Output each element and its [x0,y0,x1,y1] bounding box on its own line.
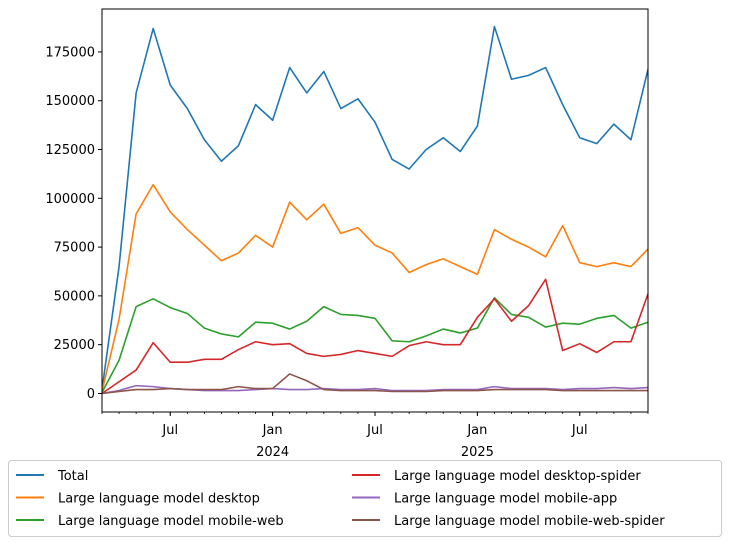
y-tick-label: 75000 [54,241,95,256]
series-line-5 [102,373,648,395]
y-tick-label: 50000 [54,289,95,304]
x-tick-label: Jan [466,423,487,438]
plot-lines [102,25,648,395]
x-tick-year-label: 2024 [256,445,289,460]
y-tick-label: 25000 [54,338,95,353]
x-tick-label: Jul [571,423,588,438]
y-tick-label: 100000 [45,192,95,207]
x-tick-label: Jul [366,423,383,438]
legend-label: Large language model desktop [58,492,260,507]
series-line-2 [102,297,648,394]
series-line-1 [102,183,648,393]
series-line-0 [102,25,648,391]
y-tick-label: 150000 [45,94,95,109]
x-axis: Jul Jan 2024 Jul Jan 2025 Jul [101,412,649,460]
legend: Total Large language model desktop Large l… [8,460,722,537]
y-axis: 0 25000 50000 75000 100000 125000 150000 175000 [45,45,102,402]
legend-label: Large language model mobile-web-spider [394,514,665,529]
legend-label: Large language model desktop-spider [394,469,641,484]
legend-label: Total [57,469,88,484]
y-tick-label: 125000 [45,143,95,158]
y-tick-label: 0 [87,387,95,402]
x-tick-year-label: 2025 [461,445,494,460]
x-tick-label: Jan [262,423,283,438]
y-tick-label: 175000 [45,45,95,60]
x-tick-label: Jul [161,423,178,438]
legend-label: Large language model mobile-app [394,492,617,507]
plot-frame [101,8,649,413]
series-line-3 [102,278,648,395]
legend-label: Large language model mobile-web [58,514,284,529]
